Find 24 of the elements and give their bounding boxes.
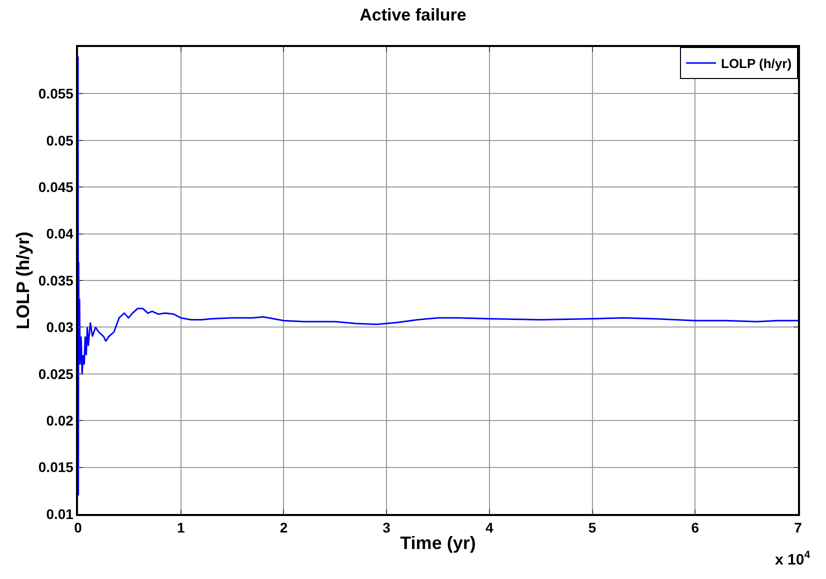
y-tick-label: 0.025 (38, 366, 74, 382)
x-tick-label: 6 (691, 520, 700, 536)
y-tick-label: 0.035 (38, 272, 74, 288)
x-tick-label: 1 (176, 520, 185, 536)
x-tick-label: 2 (280, 520, 288, 536)
y-tick-label: 0.01 (46, 506, 74, 522)
legend-label: LOLP (h/yr) (721, 56, 792, 72)
line-series (78, 56, 798, 496)
x-tick-label: 5 (588, 520, 596, 536)
text: x 10$^{4}$ (775, 549, 810, 568)
y-axis-title: LOLP (h/yr) (13, 232, 34, 330)
y-tick-label: 0.03 (46, 319, 74, 336)
y-tick-label: 0.05 (46, 132, 74, 148)
y-tick-label: 0.015 (38, 459, 74, 476)
chart-title: Active failure (360, 6, 466, 25)
y-tick-label: 0.045 (38, 179, 74, 195)
x-tick-label: 0 (74, 520, 82, 536)
y-tick-label: 0.04 (46, 226, 74, 242)
x-tick-label: 4 (486, 520, 494, 536)
y-tick-label: 0.055 (38, 86, 74, 102)
y-tick-label: 0.02 (46, 412, 74, 428)
x-tick-label: 3 (382, 520, 391, 536)
x-tick-label: 7 (794, 520, 802, 536)
x-axis-title: Time (yr) (400, 533, 476, 554)
